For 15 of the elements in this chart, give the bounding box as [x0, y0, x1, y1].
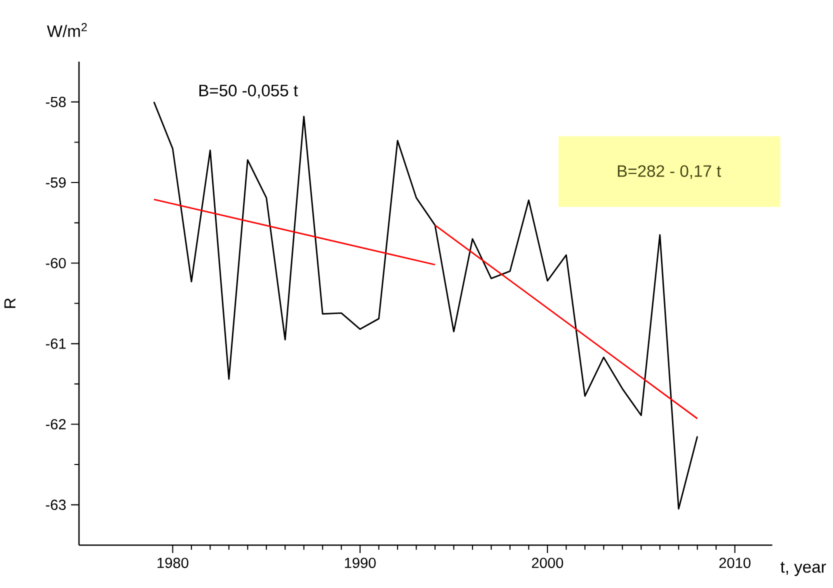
- y-tick-label: -58: [46, 96, 66, 108]
- y-tick-label: -59: [46, 177, 66, 188]
- annotation: B=50 -0,055 t: [199, 84, 298, 98]
- y-axis-title: R: [4, 298, 16, 308]
- y-tick-label: -60: [46, 258, 66, 268]
- y-tick-label: -62: [46, 419, 66, 430]
- text: W/m$^{2}$: [46, 23, 87, 38]
- x-tick-label: 2000: [532, 558, 564, 568]
- y-tick-label: -61: [46, 338, 66, 349]
- x-axis-title: t, year: [780, 562, 826, 576]
- y-tick-label: -63: [46, 500, 66, 510]
- x-tick-label: 2010: [719, 558, 750, 568]
- x-tick-label: 1980: [158, 558, 188, 568]
- annotation: B=282 - 0,17 t: [618, 165, 722, 179]
- x-tick-label: 1990: [344, 558, 376, 568]
